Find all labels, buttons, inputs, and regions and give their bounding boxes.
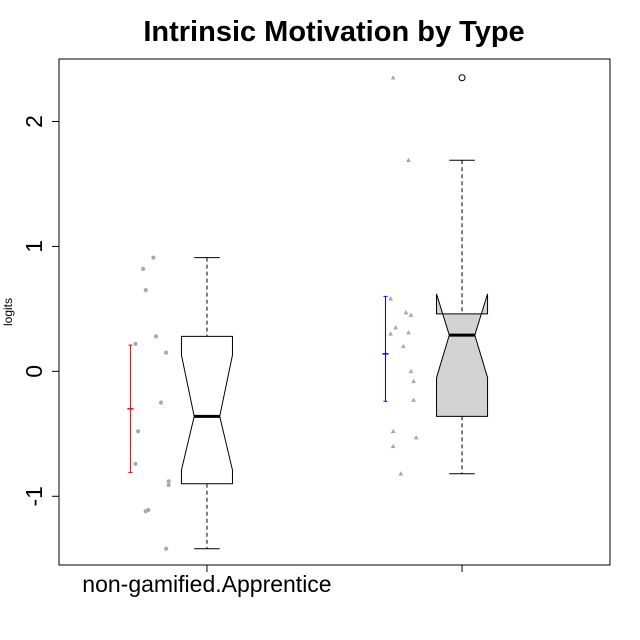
jitter-point bbox=[133, 341, 138, 346]
y-tick-label: 1 bbox=[21, 240, 47, 253]
jitter-point bbox=[393, 325, 399, 330]
jitter-point bbox=[413, 434, 419, 440]
jitter-point bbox=[141, 266, 146, 271]
jitter-point bbox=[398, 471, 404, 476]
jitter-point bbox=[390, 443, 396, 449]
jitter-point bbox=[411, 397, 416, 402]
jitter-point bbox=[403, 310, 409, 315]
jitter-point bbox=[411, 378, 416, 384]
box-body bbox=[436, 293, 489, 417]
jitter-point bbox=[406, 330, 411, 335]
boxes bbox=[180, 74, 489, 550]
jitter-point bbox=[158, 400, 164, 405]
jitter-point bbox=[135, 429, 141, 434]
jitter-point bbox=[390, 428, 396, 434]
y-tick-label: 0 bbox=[21, 365, 47, 378]
y-axis: -1 0 1 2 bbox=[21, 115, 60, 507]
box-body bbox=[180, 335, 233, 485]
chart-title: Intrinsic Motivation by Type bbox=[143, 16, 524, 48]
jitter-point bbox=[166, 479, 171, 484]
y-axis-label: logits bbox=[1, 298, 15, 326]
jitter-point bbox=[164, 546, 169, 551]
jitter-point bbox=[153, 334, 159, 339]
jitter-point bbox=[408, 368, 414, 374]
jitter-point bbox=[390, 75, 396, 80]
x-axis: non-gamified.Apprentice bbox=[82, 565, 463, 597]
jitter-point bbox=[133, 461, 138, 466]
jitter-point bbox=[151, 255, 156, 260]
jitter-point bbox=[166, 482, 171, 488]
y-tick-label: 2 bbox=[21, 115, 47, 128]
outlier-point bbox=[458, 74, 466, 82]
jitter-point bbox=[388, 296, 394, 301]
jitter-points bbox=[133, 75, 419, 551]
jitter-point bbox=[164, 350, 169, 355]
mean-error-bars bbox=[127, 295, 389, 474]
plot-frame bbox=[58, 58, 611, 566]
jitter-point bbox=[388, 331, 394, 336]
jitter-point bbox=[406, 157, 411, 162]
x-tick-label: non-gamified.Apprentice bbox=[82, 571, 331, 597]
jitter-point bbox=[400, 343, 406, 349]
jitter-point bbox=[143, 288, 148, 293]
jitter-point bbox=[408, 312, 414, 317]
y-tick-label: -1 bbox=[21, 486, 47, 506]
jitter-point bbox=[146, 507, 151, 513]
